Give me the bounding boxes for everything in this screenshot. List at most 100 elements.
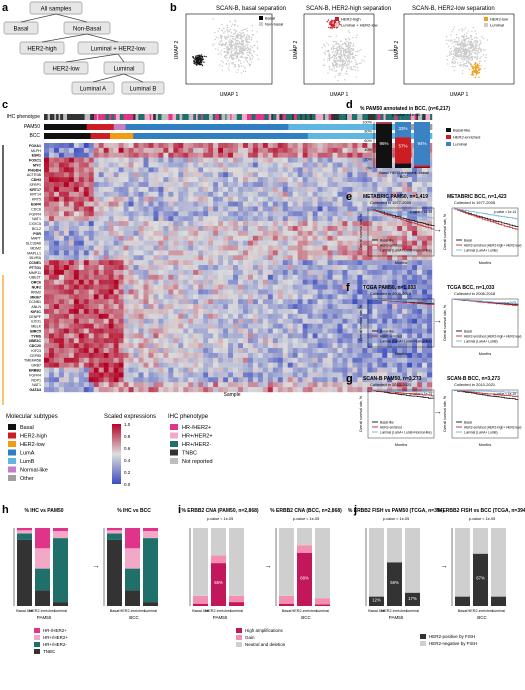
heatmap-cell: [337, 323, 343, 329]
annotation-segment: [421, 114, 424, 120]
heatmap-cell: [252, 265, 259, 271]
heatmap-cell: [352, 226, 358, 232]
heatmap-cell: [138, 191, 144, 197]
heatmap-cell: [228, 328, 234, 334]
umap-point: [226, 26, 229, 29]
annotation-segment: [101, 114, 106, 120]
heatmap-cell: [367, 294, 373, 300]
heatmap-cell: [347, 250, 353, 256]
heatmap-cell: [83, 309, 89, 315]
annotation-segment: [375, 114, 378, 120]
heatmap-cell: [347, 211, 353, 217]
umap-point: [479, 57, 481, 60]
heatmap-cell: [342, 284, 348, 290]
umap-point: [463, 33, 466, 35]
heatmap-cell: [48, 162, 55, 168]
heatmap-cell: [427, 328, 433, 334]
heatmap-cell: [128, 230, 134, 236]
heatmap-cell: [247, 211, 254, 217]
heatmap-cell: [287, 309, 293, 315]
heatmap-cell: [233, 221, 239, 227]
heatmap-cell: [44, 284, 50, 290]
umap-point: [452, 62, 454, 64]
heatmap-cell: [412, 167, 418, 173]
heatmap-cell: [262, 269, 269, 276]
heatmap-cell: [277, 230, 283, 236]
heatmap-cell: [267, 294, 274, 300]
umap-point: [340, 49, 342, 52]
heatmap-cell: [297, 191, 303, 197]
heatmap-cell: [402, 343, 408, 349]
heatmap-cell: [108, 318, 114, 324]
umap-point: [470, 46, 473, 48]
heatmap-cell: [48, 352, 55, 359]
heatmap-cell: [168, 343, 174, 349]
heatmap-cell: [332, 323, 338, 329]
heatmap-cell: [53, 289, 60, 295]
heatmap-cell: [153, 284, 159, 290]
umap-point: [466, 45, 468, 47]
umap-point: [245, 40, 247, 42]
tree-basal: Basal: [13, 27, 28, 33]
heatmap-cell: [277, 284, 283, 290]
heatmap-cell: [178, 313, 184, 319]
heatmap-cell: [412, 177, 418, 183]
heatmap-cell: [143, 284, 149, 290]
heatmap-cell: [282, 167, 288, 173]
heatmap-cell: [68, 240, 75, 246]
heatmap-cell: [422, 172, 428, 178]
heatmap-cell: [257, 274, 264, 280]
heatmap-cell: [133, 294, 139, 300]
heatmap-cell: [247, 240, 254, 246]
heatmap-cell: [357, 309, 363, 315]
umap-point: [478, 45, 480, 47]
heatmap-cell: [93, 226, 99, 232]
heatmap-cell: [262, 348, 269, 354]
heatmap-cell: [213, 196, 219, 202]
heatmap-cell: [218, 191, 224, 197]
heatmap-cell: [103, 343, 109, 349]
umap-point: [348, 51, 350, 53]
heatmap-cell: [103, 294, 109, 300]
heatmap-cell: [198, 216, 204, 222]
heatmap-cell: [347, 230, 353, 236]
annotation-segment: [86, 124, 115, 130]
annotation-segment: [206, 114, 210, 120]
heatmap-cell: [392, 260, 398, 266]
heatmap-cell: [173, 260, 179, 266]
heatmap-cell: [347, 245, 353, 251]
heatmap-cell: [233, 157, 239, 163]
heatmap-cell: [48, 240, 55, 246]
annotation-segment: [155, 114, 159, 120]
heatmap-cell: [168, 294, 174, 300]
heatmap-cell: [362, 289, 368, 295]
annotation-segment: [58, 114, 61, 120]
umap-point: [445, 39, 447, 41]
heatmap-cell: [297, 157, 303, 163]
heatmap-cell: [312, 309, 318, 315]
heatmap-cell: [252, 177, 259, 183]
heatmap-cell: [183, 186, 189, 193]
umap-point: [465, 35, 467, 37]
heatmap-cell: [158, 289, 164, 295]
umap-point: [231, 23, 234, 25]
heatmap-cell: [138, 299, 144, 305]
heatmap-cell: [203, 313, 209, 319]
heatmap-cell: [367, 269, 373, 276]
heatmap-cell: [322, 338, 328, 344]
heatmap-cell: [213, 304, 219, 310]
annotation-segment: [63, 114, 68, 120]
heatmap-cell: [257, 157, 264, 163]
heatmap-cell: [198, 318, 204, 324]
heatmap-cell: [83, 167, 89, 173]
heatmap-cell: [63, 260, 70, 266]
heatmap-cell: [297, 162, 303, 168]
heatmap-cell: [252, 221, 259, 227]
heatmap-cell: [68, 328, 75, 334]
heatmap-cell: [203, 211, 209, 217]
heatmap-cell: [397, 269, 403, 276]
heatmap-cell: [218, 338, 224, 344]
heatmap-cell: [198, 182, 204, 188]
heatmap-cell: [287, 299, 293, 305]
heatmap-cell: [163, 289, 169, 295]
